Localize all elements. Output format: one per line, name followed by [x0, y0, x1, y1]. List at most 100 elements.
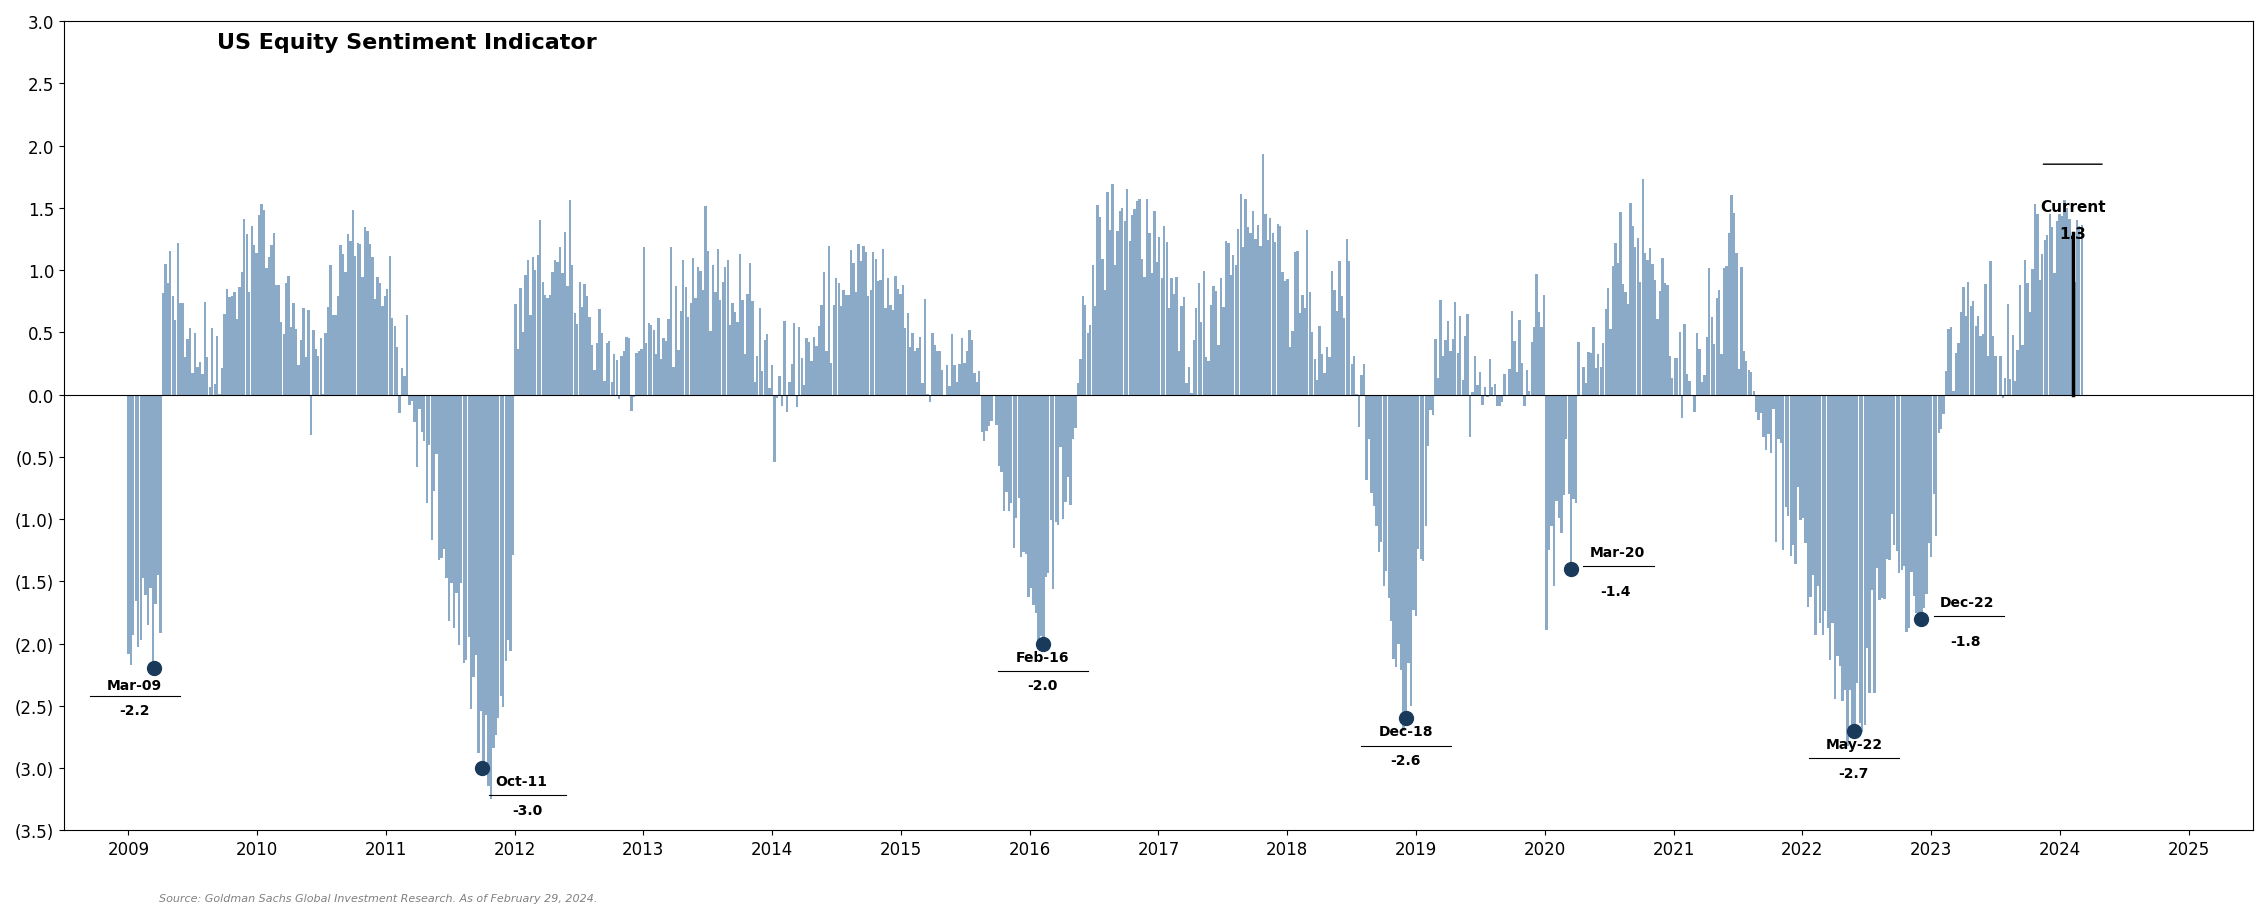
Bar — [1431, 395, 1433, 415]
Bar — [1198, 283, 1200, 395]
Bar — [975, 382, 978, 395]
Bar — [993, 395, 996, 397]
Bar — [782, 322, 785, 395]
Bar — [1012, 395, 1016, 548]
Bar — [1000, 395, 1002, 472]
Bar — [406, 316, 408, 395]
Bar — [1513, 342, 1515, 395]
Bar — [919, 337, 921, 395]
Bar — [644, 344, 646, 395]
Bar — [150, 395, 152, 588]
Bar — [1592, 328, 1594, 395]
Bar — [431, 395, 433, 540]
Bar — [1315, 380, 1318, 395]
Bar — [499, 395, 501, 696]
Bar — [1241, 195, 1243, 395]
Bar — [1486, 395, 1488, 397]
Bar — [315, 349, 318, 395]
Bar — [959, 364, 962, 395]
Bar — [156, 395, 159, 575]
Bar — [685, 288, 687, 395]
Bar — [1871, 395, 1873, 590]
Bar — [1016, 395, 1018, 518]
Bar — [1374, 395, 1377, 527]
Bar — [712, 267, 714, 395]
Bar — [934, 346, 937, 395]
Bar — [465, 395, 467, 661]
Bar — [1742, 351, 1744, 395]
Bar — [1170, 279, 1173, 395]
Bar — [508, 395, 510, 641]
Bar — [177, 244, 179, 395]
Bar — [1163, 226, 1166, 395]
Bar — [896, 289, 898, 395]
Bar — [1177, 352, 1179, 395]
Bar — [946, 366, 948, 395]
Bar — [1749, 371, 1751, 395]
Bar — [1538, 312, 1540, 395]
Bar — [288, 277, 290, 395]
Bar — [440, 395, 442, 559]
Bar — [1290, 332, 1293, 395]
Bar — [1799, 395, 1801, 520]
Bar — [1601, 343, 1603, 395]
Bar — [1261, 154, 1263, 395]
Bar — [848, 296, 850, 395]
Bar — [383, 297, 386, 395]
Bar — [222, 315, 227, 395]
Bar — [599, 310, 601, 395]
Bar — [1411, 395, 1413, 706]
Bar — [1277, 224, 1279, 395]
Bar — [2055, 222, 2059, 395]
Bar — [1501, 395, 1504, 403]
Bar — [1762, 395, 1765, 437]
Bar — [329, 266, 331, 395]
Bar — [340, 245, 342, 395]
Bar — [492, 395, 494, 748]
Bar — [655, 355, 658, 395]
Bar — [538, 255, 540, 395]
Bar — [1073, 395, 1075, 439]
Bar — [2080, 225, 2082, 395]
Bar — [306, 311, 308, 395]
Bar — [1812, 395, 1814, 575]
Bar — [1701, 383, 1703, 395]
Bar — [569, 200, 572, 395]
Bar — [1833, 395, 1835, 623]
Bar — [1889, 395, 1892, 561]
Bar — [284, 335, 286, 395]
Text: -3.0: -3.0 — [513, 803, 542, 817]
Bar — [998, 395, 1000, 466]
Bar — [1948, 330, 1950, 395]
Bar — [1733, 214, 1735, 395]
Bar — [1921, 395, 1923, 619]
Bar — [132, 395, 134, 635]
Bar — [2046, 235, 2048, 395]
Bar — [1141, 259, 1143, 395]
Bar — [417, 395, 420, 410]
Bar — [249, 227, 252, 395]
Bar — [2034, 204, 2037, 395]
Bar — [710, 332, 712, 395]
Bar — [708, 252, 710, 395]
Bar — [1901, 395, 1903, 571]
Bar — [1220, 279, 1222, 395]
Bar — [717, 249, 719, 395]
Bar — [256, 254, 259, 395]
Bar — [361, 278, 363, 395]
Bar — [980, 395, 982, 432]
Bar — [603, 381, 606, 395]
Bar — [1935, 395, 1937, 537]
Bar — [1488, 359, 1490, 395]
Bar — [1796, 395, 1799, 487]
Bar — [803, 385, 805, 395]
Bar — [1204, 357, 1207, 395]
Bar — [1381, 395, 1383, 543]
Bar — [442, 395, 445, 550]
Bar — [1300, 314, 1302, 395]
Text: -2.0: -2.0 — [1027, 678, 1057, 693]
Bar — [2003, 395, 2005, 399]
Bar — [456, 395, 458, 593]
Bar — [798, 327, 801, 395]
Bar — [272, 234, 274, 395]
